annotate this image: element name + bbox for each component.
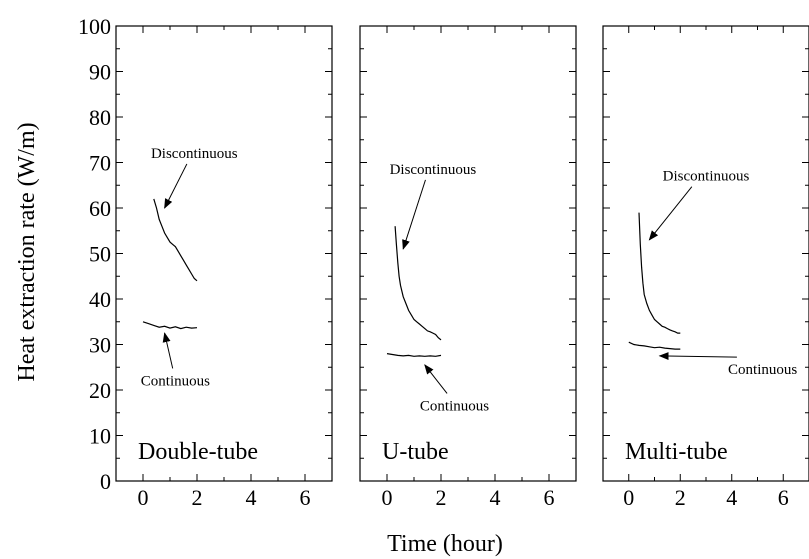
x-tick-label: 2 — [192, 485, 203, 510]
plot-frame — [115, 25, 333, 482]
panel-label: Double-tube — [138, 439, 258, 465]
y-tick-label: 100 — [78, 14, 111, 39]
panel-2: 0 2 4 6 Discontinuous Continuous U-tube — [359, 25, 577, 510]
series-line-discontinuous — [394, 226, 442, 341]
annotation-arrow — [402, 179, 426, 250]
annotation-arrow — [424, 364, 448, 394]
plot-frame — [602, 25, 809, 482]
series-line-continuous — [142, 321, 198, 330]
x-tick-label: 4 — [726, 485, 737, 510]
annotation-arrow — [658, 352, 737, 361]
series-line-discontinuous — [153, 198, 198, 282]
x-tick-label: 2 — [675, 485, 686, 510]
panel-1: 0 10 20 30 40 50 60 70 80 90 100 0 2 4 6 Discontinuous C… — [78, 14, 333, 510]
annotation-label: Discontinuous — [390, 162, 477, 178]
annotation-label: Discontinuous — [663, 169, 750, 185]
x-tick-label: 6 — [778, 485, 789, 510]
y-axis-title: Heat extraction rate (W/m) — [14, 122, 40, 381]
annotation-label: Discontinuous — [151, 146, 238, 162]
x-tick-label: 6 — [544, 485, 555, 510]
annotation-label: Continuous — [420, 398, 489, 414]
y-tick-label: 0 — [100, 469, 111, 494]
annotation-arrow — [164, 163, 188, 209]
panel-label: Multi-tube — [625, 439, 728, 465]
x-tick-label: 4 — [246, 485, 257, 510]
annotation-label: Continuous — [728, 362, 797, 378]
series-line-continuous — [386, 353, 442, 357]
x-tick-label: 2 — [436, 485, 447, 510]
y-tick-label: 10 — [89, 424, 111, 449]
y-tick-label: 50 — [89, 242, 111, 267]
series-line-discontinuous — [638, 212, 681, 334]
panel-label: U-tube — [382, 439, 449, 465]
y-tick-label: 90 — [89, 60, 111, 85]
annotation-label: Continuous — [141, 373, 210, 389]
annotation-arrow — [648, 186, 693, 241]
y-tick-label: 80 — [89, 105, 111, 130]
annotation-arrow — [162, 332, 174, 369]
x-tick-label: 4 — [490, 485, 501, 510]
y-tick-label: 60 — [89, 196, 111, 221]
panel-3: 0 2 4 6 Discontinuous Continuous Multi-tube — [602, 25, 809, 510]
x-tick-label: 0 — [382, 485, 393, 510]
y-tick-label: 40 — [89, 287, 111, 312]
series-line-continuous — [628, 341, 681, 350]
x-tick-label: 0 — [138, 485, 149, 510]
y-tick-label: 30 — [89, 333, 111, 358]
y-tick-label: 20 — [89, 378, 111, 403]
y-tick-label: 70 — [89, 151, 111, 176]
x-tick-label: 0 — [623, 485, 634, 510]
x-axis-title: Time (hour) — [387, 531, 503, 557]
x-tick-label: 6 — [300, 485, 311, 510]
